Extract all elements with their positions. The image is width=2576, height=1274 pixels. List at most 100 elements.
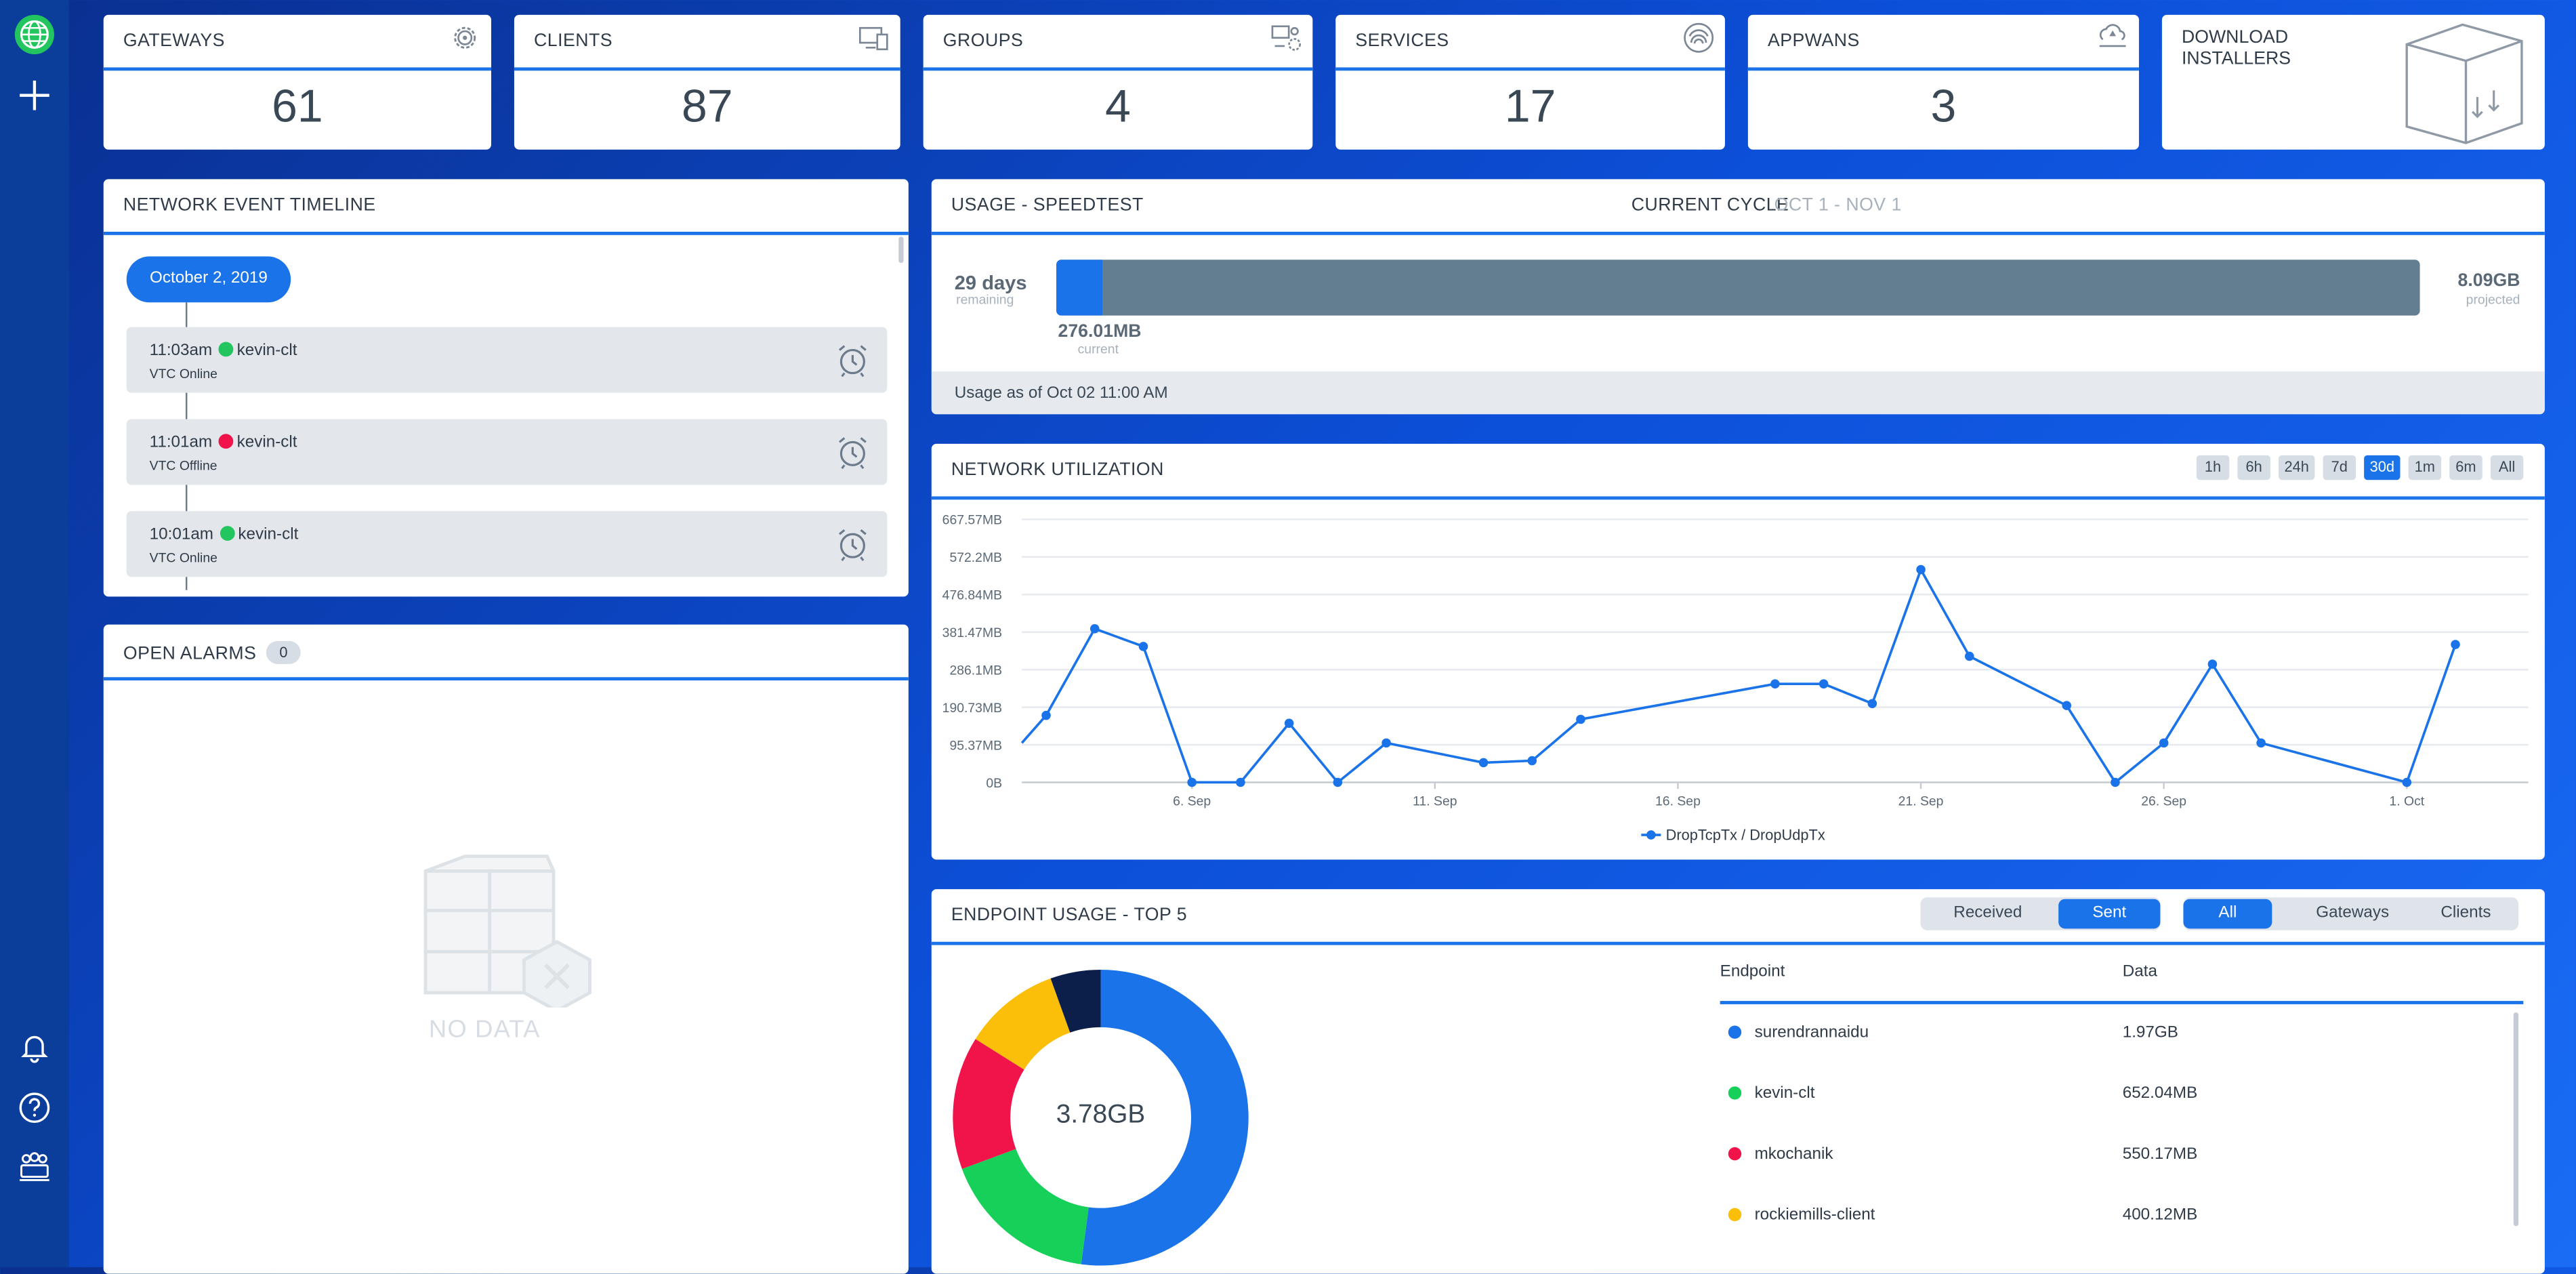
alarm-count-badge: 0 — [266, 640, 302, 664]
gateways-option[interactable]: Gateways — [2316, 903, 2390, 922]
range-button-24h[interactable]: 24h — [2279, 455, 2315, 480]
donut-slice[interactable] — [953, 1039, 1024, 1169]
card-header: CLIENTS — [514, 15, 900, 71]
table-header-divider — [1720, 1001, 2524, 1004]
services-card[interactable]: SERVICES 17 — [1335, 14, 1725, 150]
download-installers-card[interactable]: DOWNLOAD INSTALLERS — [2161, 14, 2545, 150]
col-data-header[interactable]: Data — [2122, 963, 2157, 981]
utilization-chart: 667.57MB 572.2MB 476.84MB 381.47MB 286.1MB 19… — [942, 513, 2529, 843]
data-point[interactable] — [1138, 642, 1148, 651]
x-tick-label: 21. Sep — [1898, 794, 1944, 808]
add-icon[interactable] — [12, 73, 58, 119]
appwans-card[interactable]: APPWANS 3 — [1747, 14, 2139, 150]
event-detail: VTC Online — [149, 366, 217, 382]
groups-card[interactable]: GROUPS 4 — [923, 14, 1313, 150]
current-usage-sub: current — [1077, 342, 1119, 357]
data-point[interactable] — [1819, 679, 1829, 689]
table-scrollbar[interactable] — [2513, 1012, 2519, 1227]
endpoint-data: 550.17MB — [2122, 1145, 2198, 1164]
y-tick-label: 286.1MB — [949, 663, 1002, 678]
endpoint-color-dot — [1728, 1025, 1742, 1039]
received-option[interactable]: Received — [1953, 903, 2022, 922]
users-icon[interactable] — [12, 1144, 58, 1190]
data-point[interactable] — [1916, 564, 1926, 575]
sent-option[interactable]: Sent — [2058, 899, 2161, 929]
col-endpoint-header[interactable]: Endpoint — [1720, 963, 1785, 981]
x-tick-label: 11. Sep — [1413, 794, 1457, 808]
usage-footer: Usage as of Oct 02 11:00 AM — [931, 371, 2545, 415]
data-point[interactable] — [2256, 738, 2266, 748]
card-header: GROUPS — [923, 15, 1313, 71]
cloud-app-icon — [2096, 22, 2129, 55]
donut-total: 3.78GB — [1056, 1101, 1146, 1130]
scrollbar[interactable] — [898, 237, 904, 264]
range-button-all[interactable]: All — [2490, 455, 2524, 480]
range-button-6m[interactable]: 6m — [2449, 455, 2482, 480]
donut-slice[interactable] — [975, 978, 1071, 1070]
data-point[interactable] — [2062, 701, 2072, 710]
table-row[interactable]: surendrannaidu 1.97GB — [1728, 1024, 2178, 1042]
alarm-clock-icon — [835, 526, 871, 562]
data-point[interactable] — [2402, 777, 2412, 787]
no-data-icon — [415, 851, 604, 1016]
gear-icon — [449, 22, 481, 55]
endpoint-name: mkochanik — [1754, 1145, 1833, 1164]
range-button-1m[interactable]: 1m — [2408, 455, 2442, 480]
all-option[interactable]: All — [2183, 899, 2272, 929]
endpoint-name: rockiemills-client — [1754, 1206, 1875, 1225]
network-event-timeline: NETWORK EVENT TIMELINE October 2, 2019 1… — [103, 179, 909, 597]
data-point[interactable] — [1284, 718, 1294, 728]
current-usage: 276.01MB — [1058, 322, 1142, 342]
x-tick-label: 26. Sep — [2141, 794, 2186, 808]
event-time: 11:01am — [149, 434, 213, 452]
bell-icon[interactable] — [12, 1024, 58, 1070]
series-line — [1020, 567, 2457, 785]
timeline-event[interactable]: 10:01am kevin-clt VTC Online — [126, 511, 888, 577]
data-point[interactable] — [1770, 679, 1780, 689]
timeline-event[interactable]: 11:01am kevin-clt VTC Offline — [126, 419, 888, 485]
data-point[interactable] — [1867, 699, 1877, 709]
range-button-6h[interactable]: 6h — [2237, 455, 2270, 480]
data-point[interactable] — [2207, 659, 2218, 669]
data-point[interactable] — [1382, 738, 1391, 748]
donut-slice[interactable] — [1081, 969, 1249, 1266]
days-remaining: 29 days — [954, 271, 1027, 295]
y-tick-label: 0B — [986, 776, 1002, 791]
card-header: APPWANS — [1747, 15, 2139, 71]
data-point[interactable] — [1089, 623, 1100, 634]
data-point[interactable] — [2451, 640, 2460, 649]
range-button-30d[interactable]: 30d — [2364, 455, 2401, 480]
data-point[interactable] — [1964, 651, 1974, 661]
data-point[interactable] — [2111, 777, 2120, 787]
data-point[interactable] — [2159, 738, 2169, 748]
globe-icon[interactable] — [12, 12, 58, 58]
help-icon[interactable] — [12, 1085, 58, 1131]
devices-icon — [858, 22, 890, 55]
table-row[interactable]: rockiemills-client 400.12MB — [1728, 1206, 2197, 1225]
range-button-7d[interactable]: 7d — [2323, 455, 2356, 480]
data-point[interactable] — [1478, 758, 1489, 768]
data-point[interactable] — [1527, 756, 1537, 766]
data-point[interactable] — [1041, 710, 1051, 720]
data-point[interactable] — [1576, 714, 1585, 724]
data-point[interactable] — [1333, 777, 1343, 787]
cycle-label: CURRENT CYCLE — [1631, 195, 1789, 215]
timeline-date[interactable]: October 2, 2019 — [126, 256, 291, 303]
timeline-event[interactable]: 11:03am kevin-clt VTC Online — [126, 327, 888, 393]
donut-slice[interactable] — [1050, 969, 1101, 1033]
table-row[interactable]: kevin-clt 652.04MB — [1728, 1084, 2197, 1103]
legend-label[interactable]: DropTcpTx / DropUdpTx — [1666, 826, 1825, 843]
projected-usage: 8.09GB — [2457, 271, 2520, 291]
box-download-icon — [2400, 18, 2528, 150]
table-row[interactable]: mkochanik 550.17MB — [1728, 1145, 2197, 1164]
data-point[interactable] — [1187, 777, 1197, 787]
stat-value: 17 — [1504, 80, 1556, 132]
range-button-1h[interactable]: 1h — [2196, 455, 2230, 480]
clients-card[interactable]: CLIENTS 87 — [514, 14, 900, 150]
endpoint-name: kevin-clt — [1754, 1084, 1815, 1103]
clients-option[interactable]: Clients — [2440, 903, 2491, 922]
donut-slice[interactable] — [961, 1149, 1089, 1265]
card-title: ENDPOINT USAGE - TOP 5 — [951, 905, 1188, 926]
gateways-card[interactable]: GATEWAYS 61 — [103, 14, 491, 150]
data-point[interactable] — [1236, 777, 1245, 787]
